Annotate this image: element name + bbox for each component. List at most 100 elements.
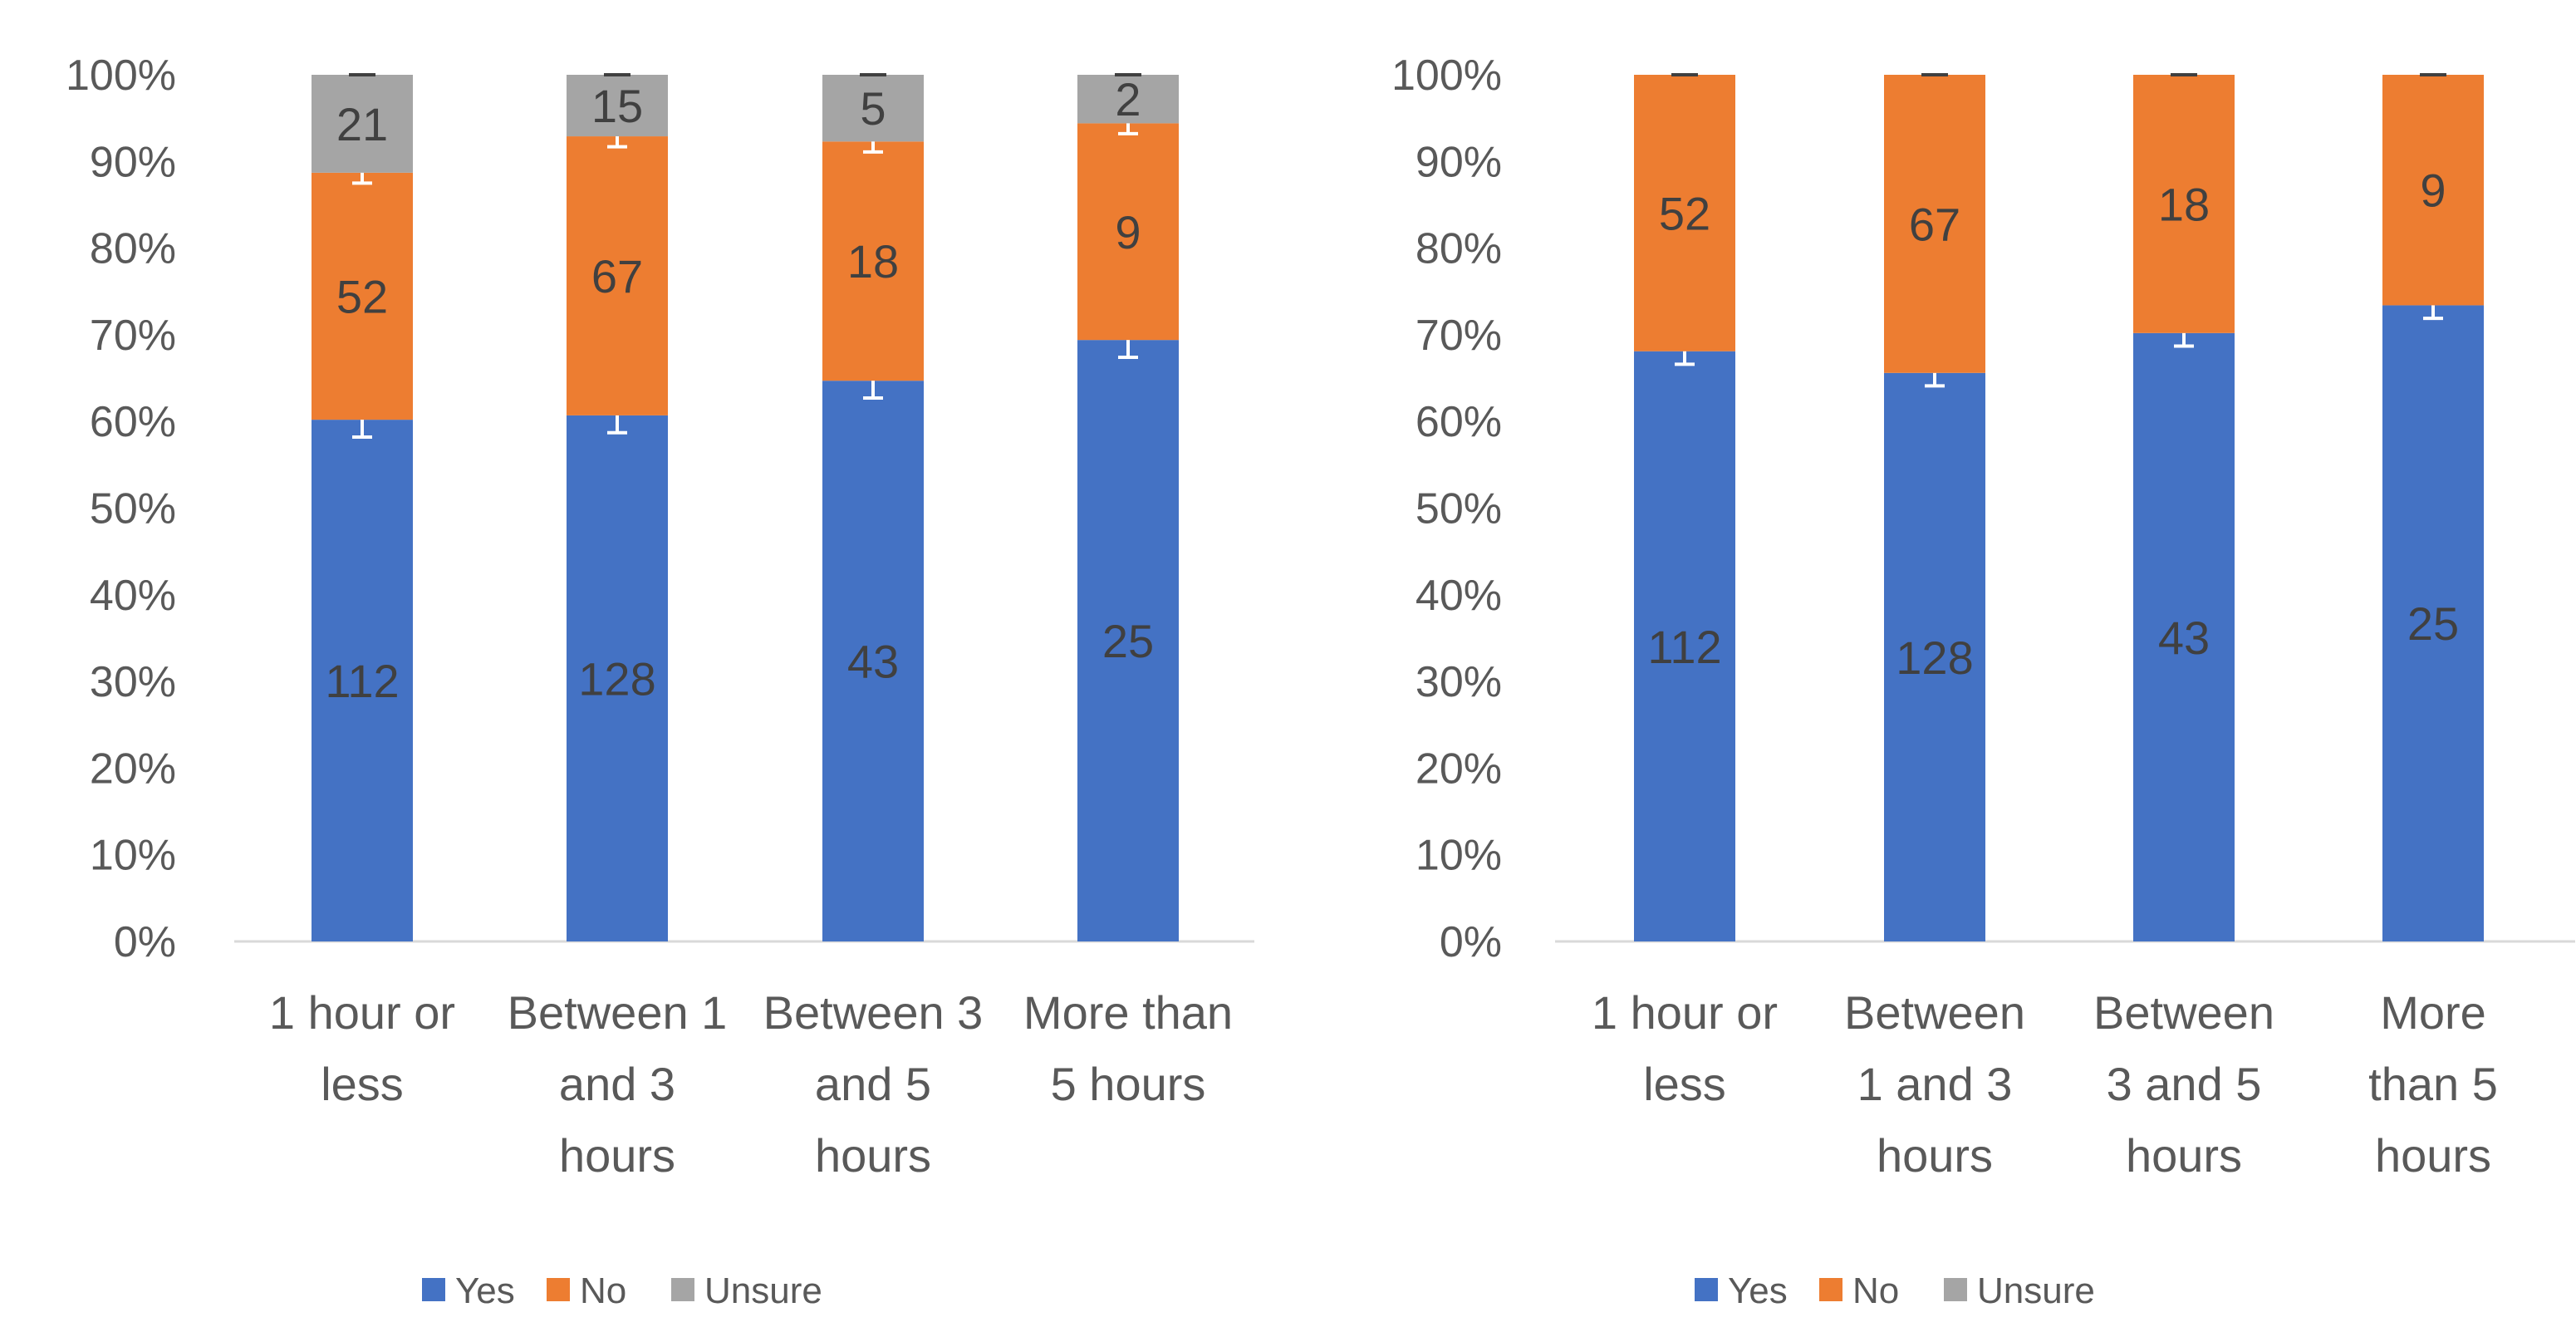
y-tick-label: 60% — [90, 398, 176, 446]
bar-segment-unsure — [1077, 75, 1179, 124]
data-label: 25 — [1102, 615, 1154, 667]
bar-segment-no — [822, 141, 924, 381]
y-tick-label: 0% — [114, 918, 176, 966]
y-tick-label: 90% — [1416, 138, 1502, 186]
x-category-label: and 3 — [559, 1058, 675, 1110]
data-label: 128 — [1896, 632, 1973, 684]
x-category-label: 1 and 3 — [1857, 1058, 2013, 1110]
legend-swatch-no — [547, 1278, 570, 1301]
bar-segment-no — [312, 172, 413, 420]
legend-swatch-yes — [422, 1278, 445, 1301]
data-label: 18 — [2158, 178, 2210, 230]
y-tick-label: 60% — [1416, 398, 1502, 446]
data-label: 21 — [336, 98, 388, 150]
y-tick-label: 40% — [90, 572, 176, 620]
y-tick-label: 0% — [1440, 918, 1502, 966]
x-category-label: hours — [1877, 1129, 1993, 1182]
data-label: 52 — [1659, 187, 1710, 239]
bar-segment-no — [1077, 123, 1179, 341]
bar-segment-no — [567, 136, 668, 415]
x-category-label: hours — [2126, 1129, 2242, 1182]
bar-segment-yes — [312, 420, 413, 941]
x-category-label: Between 3 — [763, 986, 984, 1039]
x-category-label: hours — [815, 1129, 931, 1182]
legend-swatch-no — [1819, 1278, 1842, 1301]
bar-segment-yes — [2382, 305, 2484, 941]
data-label: 25 — [2407, 597, 2459, 650]
x-category-label: 1 hour or — [1592, 986, 1778, 1039]
chart-2: 0% 10% 20% 30% 40% 50% 60% 70% 80% 90% 100% 112 52 1 … — [1391, 52, 2575, 1311]
legend-swatch-unsure — [671, 1278, 694, 1301]
x-category-label: 5 hours — [1051, 1058, 1206, 1110]
data-label: 67 — [591, 250, 643, 302]
x-category-label: than 5 — [2368, 1058, 2498, 1110]
y-tick-label: 70% — [90, 312, 176, 360]
bar-segment-unsure — [312, 75, 413, 173]
data-label: 112 — [1647, 621, 1721, 673]
legend-swatch-yes — [1695, 1278, 1718, 1301]
data-label: 43 — [847, 636, 899, 688]
data-label: 43 — [2158, 612, 2210, 664]
y-tick-label: 30% — [90, 658, 176, 706]
y-tick-label: 100% — [1391, 52, 1502, 100]
bar-segment-yes — [2133, 332, 2235, 942]
y-tick-label: 20% — [1416, 745, 1502, 793]
legend-label-no: No — [1852, 1271, 1899, 1311]
legend-label-unsure: Unsure — [704, 1271, 822, 1311]
y-tick-label: 50% — [90, 485, 176, 533]
data-label: 9 — [1115, 206, 1141, 258]
x-category-label: More than — [1023, 986, 1233, 1039]
bar-segment-unsure — [567, 75, 668, 137]
bar-segment-no — [2133, 75, 2235, 333]
y-tick-label: 50% — [1416, 485, 1502, 533]
bar-segment-no — [1884, 75, 1985, 373]
data-label: 128 — [578, 652, 655, 705]
bar-segment-yes — [1884, 372, 1985, 941]
data-label: 67 — [1909, 198, 1960, 250]
data-label: 18 — [847, 235, 899, 288]
x-category-label: hours — [559, 1129, 675, 1182]
data-label: 112 — [325, 655, 399, 707]
x-category-label: More — [2380, 986, 2486, 1039]
legend-label-unsure: Unsure — [1977, 1271, 2095, 1311]
bar-segment-no — [2382, 75, 2484, 306]
data-label: 52 — [336, 270, 388, 322]
data-label: 15 — [591, 80, 643, 132]
data-label: 9 — [2420, 165, 2446, 217]
x-category-label: and 5 — [815, 1058, 931, 1110]
y-tick-label: 90% — [90, 138, 176, 186]
y-tick-label: 100% — [66, 52, 176, 100]
legend: Yes No Unsure — [422, 1271, 822, 1311]
legend-label-yes: Yes — [455, 1271, 515, 1311]
x-category-label: 3 and 5 — [2107, 1058, 2262, 1110]
data-label: 2 — [1115, 73, 1141, 125]
x-category-label: hours — [2375, 1129, 2491, 1182]
x-category-label: 1 hour or — [269, 986, 455, 1039]
bar-segment-yes — [1634, 351, 1735, 941]
y-tick-label: 80% — [90, 225, 176, 273]
x-category-label: less — [321, 1058, 404, 1110]
data-label: 5 — [860, 82, 886, 135]
x-category-label: less — [1643, 1058, 1726, 1110]
legend: Yes No Unsure — [1695, 1271, 2095, 1311]
bar-segment-yes — [1077, 340, 1179, 942]
legend-swatch-unsure — [1944, 1278, 1967, 1301]
x-category-label: Between — [1844, 986, 2025, 1039]
y-tick-label: 30% — [1416, 658, 1502, 706]
chart-1: 0%10%20%30%40%50%60%70%80%90%100%1125221… — [66, 52, 1254, 1311]
bar-segment-yes — [822, 381, 924, 942]
legend-label-no: No — [580, 1271, 626, 1311]
bar-segment-no — [1634, 75, 1735, 351]
bar-segment-unsure — [822, 75, 924, 142]
legend-label-yes: Yes — [1728, 1271, 1788, 1311]
y-tick-label: 70% — [1416, 312, 1502, 360]
y-tick-label: 80% — [1416, 225, 1502, 273]
y-tick-label: 10% — [90, 832, 176, 880]
y-tick-label: 40% — [1416, 572, 1502, 620]
y-tick-label: 10% — [1416, 832, 1502, 880]
x-category-label: Between 1 — [508, 986, 728, 1039]
y-tick-label: 20% — [90, 745, 176, 793]
bar-segment-yes — [567, 415, 668, 941]
x-category-label: Between — [2093, 986, 2274, 1039]
